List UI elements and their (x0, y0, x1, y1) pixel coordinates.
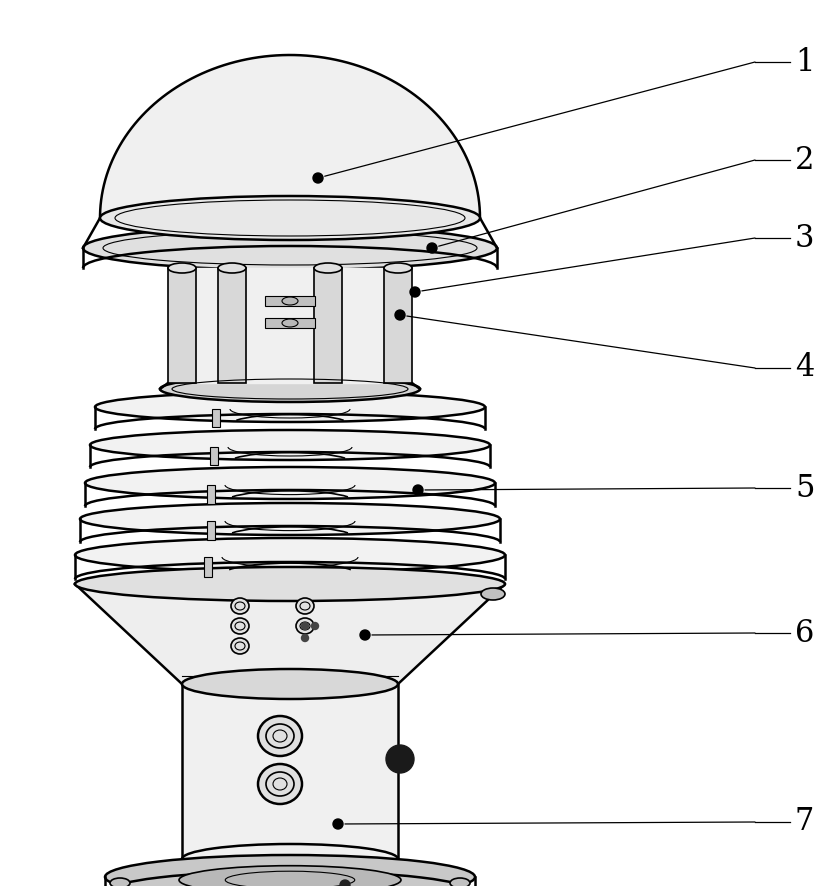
Ellipse shape (85, 467, 495, 499)
Circle shape (386, 745, 414, 773)
Ellipse shape (160, 376, 419, 402)
Circle shape (333, 819, 342, 829)
Bar (206, 485, 215, 504)
Circle shape (395, 310, 405, 320)
Circle shape (427, 243, 437, 253)
Bar (383, 268, 411, 383)
Text: 7: 7 (794, 806, 813, 837)
Bar (168, 268, 196, 383)
Bar (265, 296, 314, 306)
Text: 5: 5 (794, 472, 813, 503)
Text: 3: 3 (794, 222, 813, 253)
Bar (314, 268, 342, 383)
Text: 6: 6 (794, 618, 813, 649)
Circle shape (413, 485, 423, 495)
Ellipse shape (282, 297, 297, 305)
Ellipse shape (258, 716, 301, 756)
Text: 1: 1 (794, 46, 813, 77)
Ellipse shape (296, 598, 314, 614)
Ellipse shape (182, 669, 397, 699)
Ellipse shape (168, 263, 196, 273)
Bar (218, 268, 246, 383)
Circle shape (301, 623, 308, 629)
Ellipse shape (80, 503, 500, 535)
Polygon shape (75, 584, 505, 684)
Circle shape (360, 630, 369, 640)
Ellipse shape (218, 263, 246, 273)
Ellipse shape (231, 618, 249, 634)
Bar (206, 521, 215, 540)
Ellipse shape (110, 878, 130, 886)
Ellipse shape (258, 764, 301, 804)
Ellipse shape (100, 196, 479, 240)
Ellipse shape (282, 319, 297, 327)
Circle shape (311, 623, 318, 629)
Ellipse shape (383, 263, 411, 273)
Ellipse shape (231, 598, 249, 614)
Ellipse shape (296, 618, 314, 634)
Circle shape (340, 880, 350, 886)
Polygon shape (100, 55, 479, 240)
Ellipse shape (179, 866, 400, 886)
Ellipse shape (481, 588, 505, 600)
Bar (210, 447, 218, 465)
Ellipse shape (83, 226, 496, 270)
Polygon shape (196, 268, 383, 383)
Ellipse shape (105, 855, 474, 886)
Ellipse shape (75, 567, 505, 601)
Bar (212, 409, 219, 427)
Circle shape (301, 634, 308, 641)
Ellipse shape (95, 392, 484, 422)
Bar (265, 318, 314, 328)
Circle shape (410, 287, 419, 297)
Text: 4: 4 (794, 353, 813, 384)
Ellipse shape (231, 638, 249, 654)
Ellipse shape (314, 263, 342, 273)
Text: 2: 2 (794, 144, 813, 175)
Polygon shape (182, 684, 397, 859)
Ellipse shape (90, 430, 490, 460)
Circle shape (313, 173, 323, 183)
Ellipse shape (450, 878, 469, 886)
Bar (204, 557, 212, 577)
Ellipse shape (75, 538, 505, 572)
